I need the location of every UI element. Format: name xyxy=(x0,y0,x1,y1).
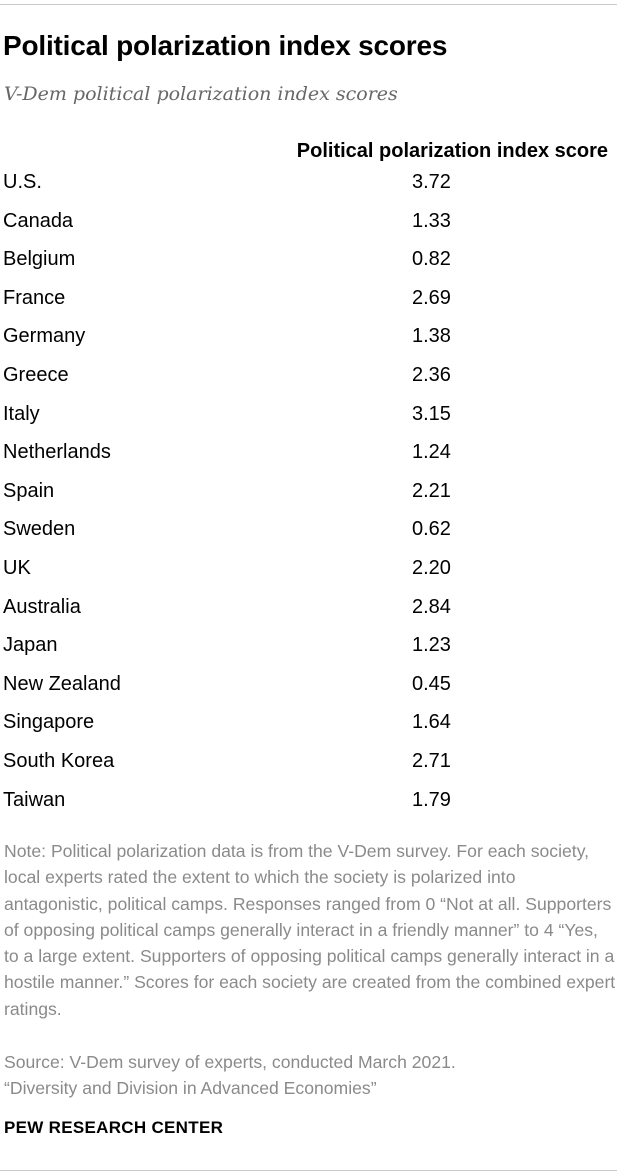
score-value: 2.84 xyxy=(412,595,451,618)
table-row: U.S. 3.72 xyxy=(0,162,620,201)
score-value: 1.64 xyxy=(412,711,451,734)
country-label: Canada xyxy=(3,209,74,232)
table-row: New Zealand 0.45 xyxy=(0,664,620,703)
country-label: France xyxy=(3,286,66,309)
country-label: Sweden xyxy=(3,518,76,541)
table-row: Belgium 0.82 xyxy=(0,239,620,278)
country-label: Australia xyxy=(3,595,81,618)
table-row: Spain 2.21 xyxy=(0,471,620,510)
country-label: Netherlands xyxy=(3,441,111,464)
score-value: 3.72 xyxy=(412,171,451,193)
score-value: 1.38 xyxy=(412,325,451,348)
table-body: U.S. 3.72 Canada 1.33 Belgium 0.82 France 2.69 G… xyxy=(0,162,620,818)
table-row: South Korea 2.71 xyxy=(0,741,620,780)
score-value: 0.45 xyxy=(412,672,451,695)
country-label: UK xyxy=(3,556,31,579)
country-label: Belgium xyxy=(3,248,76,271)
note-text: Note: Political polarization data is fro… xyxy=(4,841,616,1019)
bottom-divider xyxy=(0,1170,617,1171)
chart-subtitle: V-Dem political polarization index score… xyxy=(4,83,398,105)
chart-title: Political polarization index scores xyxy=(3,30,448,61)
table-row: Canada 1.33 xyxy=(0,201,620,240)
score-value: 0.62 xyxy=(412,518,451,541)
table-row: Taiwan 1.79 xyxy=(0,780,620,819)
score-value: 2.20 xyxy=(412,556,451,579)
score-value: 2.21 xyxy=(412,479,451,502)
table-row: Italy 3.15 xyxy=(0,394,620,433)
column-header-score: Political polarization index score xyxy=(296,140,608,162)
table-row: Germany 1.38 xyxy=(0,316,620,355)
table-row: Australia 2.84 xyxy=(0,587,620,626)
table-row: Sweden 0.62 xyxy=(0,509,620,548)
top-divider xyxy=(0,4,617,5)
country-label: Spain xyxy=(3,479,55,502)
table-row: France 2.69 xyxy=(0,278,620,317)
country-label: Singapore xyxy=(3,711,95,734)
country-label: U.S. xyxy=(3,171,42,193)
score-value: 0.82 xyxy=(412,248,451,271)
score-value: 1.23 xyxy=(412,634,451,657)
score-value: 1.33 xyxy=(412,209,451,232)
country-label: Japan xyxy=(3,634,58,657)
table-row: Japan 1.23 xyxy=(0,625,620,664)
country-label: New Zealand xyxy=(3,672,121,695)
country-label: South Korea xyxy=(3,749,115,772)
brand-logo-text: PEW RESEARCH CENTER xyxy=(4,1118,224,1137)
score-value: 2.71 xyxy=(412,749,451,772)
country-label: Germany xyxy=(3,325,86,348)
table-row: UK 2.20 xyxy=(0,548,620,587)
table-row: Netherlands 1.24 xyxy=(0,432,620,471)
table-row: Singapore 1.64 xyxy=(0,702,620,741)
country-label: Taiwan xyxy=(3,788,66,811)
table-row: Greece 2.36 xyxy=(0,355,620,394)
score-value: 1.79 xyxy=(412,788,451,811)
score-value: 2.36 xyxy=(412,363,451,386)
country-label: Greece xyxy=(3,363,69,386)
score-value: 2.69 xyxy=(412,286,451,309)
score-value: 3.15 xyxy=(412,402,451,425)
source-text: Source: V-Dem survey of experts, conduct… xyxy=(4,1052,456,1072)
country-label: Italy xyxy=(3,402,40,425)
report-title: “Diversity and Division in Advanced Econ… xyxy=(4,1078,377,1099)
score-value: 1.24 xyxy=(412,441,451,464)
source-block: Source: V-Dem survey of experts, conduct… xyxy=(4,1049,616,1102)
